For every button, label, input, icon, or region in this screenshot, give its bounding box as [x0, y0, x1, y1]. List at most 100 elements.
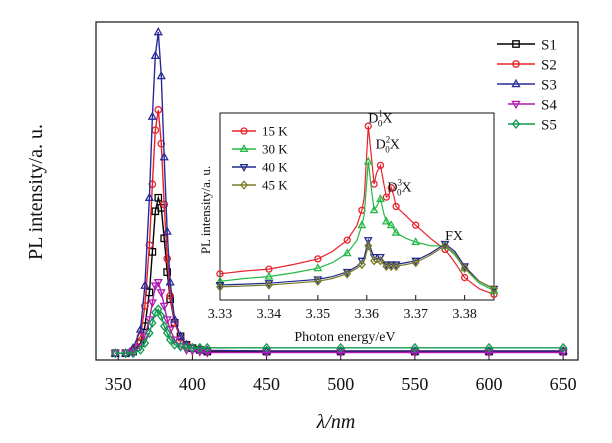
data-point	[490, 284, 498, 294]
series-15-k	[216, 122, 498, 299]
data-point	[376, 161, 385, 170]
series-line	[219, 126, 495, 295]
legend-label: S1	[541, 37, 557, 53]
data-point	[343, 269, 352, 279]
data-point	[411, 257, 420, 268]
data-point	[136, 344, 145, 355]
x-tick-label: 3.36	[355, 307, 380, 322]
data-point	[489, 285, 499, 294]
data-point	[151, 307, 160, 318]
inset-plot-frame	[219, 112, 495, 301]
data-point	[154, 304, 163, 315]
legend-label: 15 K	[262, 124, 288, 139]
data-point	[357, 220, 367, 229]
data-point	[135, 324, 146, 333]
data-point	[376, 253, 385, 262]
data-point	[376, 194, 385, 203]
data-point	[160, 200, 169, 209]
x-tick-label: 3.35	[306, 307, 331, 322]
data-point	[148, 180, 157, 189]
data-point	[162, 327, 172, 338]
data-point	[153, 26, 163, 36]
data-point	[342, 248, 352, 257]
legend-entry: 30 K	[232, 142, 288, 157]
legend-marker	[240, 180, 248, 190]
data-point	[410, 342, 420, 353]
data-point	[154, 193, 163, 202]
data-point	[392, 261, 401, 272]
legend-marker	[240, 127, 248, 135]
data-point	[154, 106, 163, 114]
data-point	[153, 279, 163, 288]
annotation-main: D	[387, 181, 397, 196]
data-point	[159, 302, 169, 312]
legend-marker	[511, 100, 521, 110]
series-s5	[111, 304, 568, 359]
data-point	[410, 349, 420, 358]
data-point	[144, 192, 155, 201]
data-point	[150, 50, 160, 60]
annotation-main: D	[368, 111, 378, 126]
legend-label: 40 K	[262, 160, 288, 175]
data-point	[381, 216, 391, 225]
data-point	[262, 342, 271, 353]
annotation-main: D	[376, 138, 386, 153]
annotation-sup: 3	[397, 178, 402, 188]
data-point	[484, 349, 494, 358]
inset-y-axis-label: PL intensity/a. u.	[198, 166, 213, 254]
x-tick-label: 600	[476, 374, 503, 394]
legend-entry: S2	[497, 57, 557, 73]
data-point	[163, 254, 172, 263]
main-series-group	[110, 26, 568, 359]
data-point	[357, 259, 366, 270]
x-tick-label: 550	[401, 374, 428, 394]
data-point	[264, 271, 274, 280]
x-tick-label: 500	[327, 374, 354, 394]
data-point	[343, 236, 351, 244]
data-point	[140, 333, 150, 342]
annotation-main: FX	[445, 229, 463, 244]
inset-x-axis-label: Photon energy/eV	[294, 330, 395, 345]
series-line	[219, 243, 495, 290]
inset-legend: 15 K 30 K 40 K 45 K	[232, 124, 288, 193]
legend-marker	[512, 60, 520, 68]
data-point	[188, 342, 197, 353]
annotation-tail: X	[390, 138, 400, 153]
data-point	[162, 316, 172, 325]
data-point	[141, 302, 149, 310]
legend-entry: 15 K	[232, 124, 288, 139]
peak-annotation: D1 0X	[368, 108, 392, 128]
data-point	[176, 341, 185, 352]
x-tick-label: 3.37	[403, 307, 428, 322]
peak-annotation: FX	[445, 229, 463, 244]
data-point	[364, 241, 373, 251]
data-point	[441, 241, 450, 251]
data-point	[121, 348, 130, 359]
legend-marker	[239, 163, 249, 172]
data-point	[376, 255, 385, 266]
data-point	[370, 255, 379, 266]
x-tick-label: 350	[105, 374, 132, 394]
x-tick-label: 3.38	[452, 307, 477, 322]
inset-series-group	[215, 122, 499, 299]
data-point	[159, 152, 169, 161]
data-point	[128, 348, 138, 359]
data-point	[111, 348, 120, 359]
main-chart: 350 400 450 500 550 600 650 S1 S2 S3 S4 S5 λ/nm PL…	[25, 21, 579, 433]
legend-label: S5	[541, 117, 557, 133]
data-point	[364, 122, 372, 130]
x-tick-label: 3.34	[257, 307, 282, 322]
data-point	[369, 205, 379, 214]
annotation-sub: 0	[385, 145, 390, 155]
data-point	[203, 342, 212, 353]
x-tick-label: 3.33	[208, 307, 233, 322]
data-point	[128, 342, 138, 352]
data-point	[387, 184, 395, 192]
data-point	[166, 291, 175, 300]
data-point	[264, 280, 273, 290]
main-legend: S1 S2 S3 S4 S5	[497, 37, 557, 133]
data-point	[313, 263, 323, 272]
